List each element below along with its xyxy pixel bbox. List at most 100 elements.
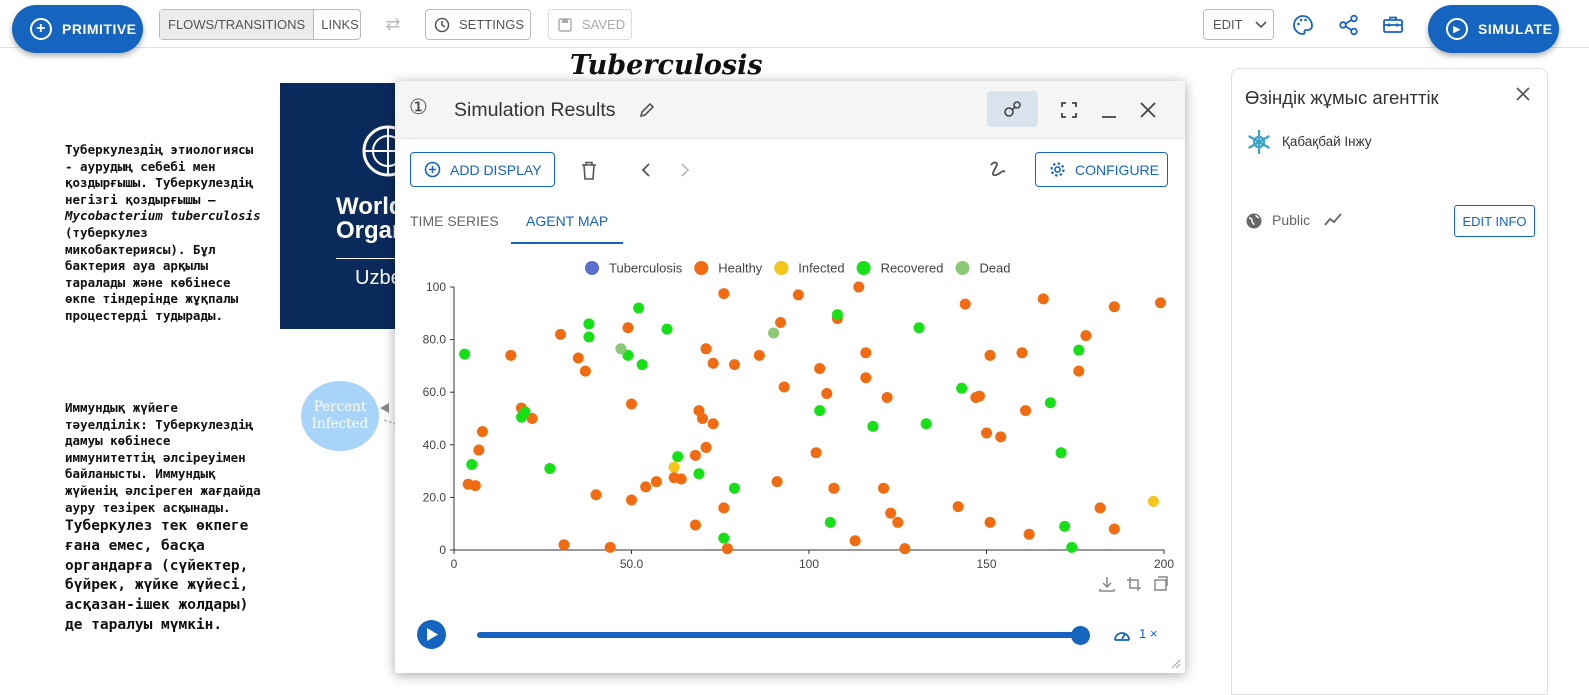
agent-point-healthy[interactable] <box>973 390 985 402</box>
agent-point-healthy[interactable] <box>555 328 566 340</box>
agent-point-recovered[interactable] <box>583 318 595 330</box>
agent-point-recovered[interactable] <box>913 322 925 334</box>
close-icon[interactable] <box>1139 101 1157 119</box>
agent-point-healthy[interactable] <box>1094 502 1106 514</box>
agent-point-recovered[interactable] <box>693 468 705 480</box>
trash-icon[interactable] <box>581 161 597 180</box>
agent-point-healthy[interactable] <box>579 365 591 377</box>
agent-point-healthy[interactable] <box>860 347 872 359</box>
agent-point-healthy[interactable] <box>753 349 765 361</box>
network-toggle-button[interactable] <box>987 91 1038 127</box>
timeline-slider-track[interactable] <box>477 632 1081 638</box>
links-toggle[interactable]: LINKS <box>321 17 359 32</box>
toolbox-icon[interactable] <box>1382 14 1404 36</box>
trend-icon[interactable] <box>1324 213 1342 227</box>
tab-time-series[interactable]: TIME SERIES <box>410 213 499 229</box>
agent-map-chart[interactable]: Tuberculosis Healthy Infected Recovered Dead… <box>395 249 1185 579</box>
agent-point-healthy[interactable] <box>604 541 616 553</box>
agent-point-recovered[interactable] <box>728 482 740 494</box>
agent-point-healthy[interactable] <box>821 388 833 400</box>
tab-agent-map[interactable]: AGENT MAP <box>526 213 609 229</box>
agent-point-recovered[interactable] <box>622 349 634 361</box>
agent-point-healthy[interactable] <box>626 398 637 410</box>
agent-point-healthy[interactable] <box>881 391 893 403</box>
agent-point-recovered[interactable] <box>459 348 471 360</box>
agent-point-healthy[interactable] <box>1016 347 1028 359</box>
agent-point-recovered[interactable] <box>814 405 826 417</box>
agent-point-healthy[interactable] <box>707 357 719 369</box>
etiology-text[interactable]: Туберкулездің этиологиясы - аурудың себе… <box>65 142 265 325</box>
share-icon[interactable] <box>1338 14 1360 36</box>
immunity-text[interactable]: Иммундық жүйеге тәуелділік: Туберкулезді… <box>65 400 261 515</box>
agent-point-healthy[interactable] <box>1080 330 1092 342</box>
agent-point-recovered[interactable] <box>544 462 556 474</box>
agent-point-healthy[interactable] <box>622 322 634 334</box>
play-button[interactable] <box>417 620 446 649</box>
edit-info-button[interactable]: EDIT INFO <box>1454 205 1535 237</box>
legend-label[interactable]: Tuberculosis <box>609 261 683 276</box>
agent-point-healthy[interactable] <box>792 289 804 301</box>
palette-icon[interactable] <box>1292 14 1314 36</box>
scribble-icon[interactable] <box>988 159 1008 181</box>
agent-point-recovered[interactable] <box>1059 520 1071 532</box>
pencil-icon[interactable] <box>638 101 656 119</box>
agent-point-recovered[interactable] <box>1066 541 1078 553</box>
swap-arrows-icon[interactable]: ⇄ <box>385 13 401 34</box>
agent-point-healthy[interactable] <box>697 413 708 424</box>
legend-label[interactable]: Dead <box>979 261 1010 276</box>
agent-point-recovered[interactable] <box>956 382 968 394</box>
agent-point-recovered[interactable] <box>466 459 478 471</box>
agent-point-healthy[interactable] <box>810 447 822 459</box>
crop-icon[interactable] <box>1126 576 1142 592</box>
agent-point-healthy[interactable] <box>473 444 485 456</box>
agent-point-infected[interactable] <box>1147 495 1159 507</box>
minimize-icon[interactable] <box>1100 101 1118 119</box>
simulate-button[interactable]: ▶ SIMULATE <box>1428 5 1559 53</box>
agent-point-healthy[interactable] <box>640 481 652 493</box>
author-name[interactable]: Қабақбай Інжу <box>1282 134 1372 149</box>
legend-label[interactable]: Infected <box>798 261 844 276</box>
agent-point-healthy[interactable] <box>981 427 992 439</box>
agent-point-healthy[interactable] <box>718 288 730 300</box>
agent-point-healthy[interactable] <box>718 502 730 514</box>
agent-point-healthy[interactable] <box>899 543 911 555</box>
agent-point-healthy[interactable] <box>526 413 538 424</box>
timeline-slider-thumb[interactable] <box>1071 626 1090 645</box>
agent-point-healthy[interactable] <box>700 343 712 355</box>
agent-point-recovered[interactable] <box>1073 344 1085 356</box>
saved-button[interactable]: SAVED <box>548 9 632 40</box>
organs-text[interactable]: Туберкулез тек өкпеге ғана емес, басқа о… <box>65 518 249 633</box>
agent-point-healthy[interactable] <box>1108 523 1120 535</box>
agent-point-healthy[interactable] <box>1023 528 1035 540</box>
agent-point-dead[interactable] <box>768 327 779 339</box>
chevron-right-icon[interactable] <box>679 162 691 178</box>
agent-point-recovered[interactable] <box>718 532 730 544</box>
agent-point-recovered[interactable] <box>824 516 836 528</box>
agent-point-healthy[interactable] <box>721 543 733 555</box>
agent-point-healthy[interactable] <box>984 516 996 528</box>
legend-label[interactable]: Healthy <box>718 261 763 276</box>
agent-point-recovered[interactable] <box>519 406 531 418</box>
agent-point-recovered[interactable] <box>867 420 879 432</box>
agent-point-healthy[interactable] <box>1020 405 1032 417</box>
agent-point-healthy[interactable] <box>952 501 964 513</box>
agent-point-healthy[interactable] <box>828 482 840 494</box>
agent-point-recovered[interactable] <box>583 331 595 343</box>
agent-point-healthy[interactable] <box>995 431 1007 443</box>
agent-point-healthy[interactable] <box>778 381 790 393</box>
speedometer-icon[interactable] <box>1113 627 1131 643</box>
settings-button[interactable]: SETTINGS <box>425 9 531 40</box>
flows-transitions-toggle[interactable]: FLOWS/TRANSITIONS <box>160 10 315 39</box>
who-logo-image[interactable]: World Organ Uzbe <box>280 83 400 329</box>
legend-label[interactable]: Recovered <box>881 261 944 276</box>
agent-point-healthy[interactable] <box>771 476 783 488</box>
agent-point-recovered[interactable] <box>661 323 673 335</box>
agent-point-dead[interactable] <box>615 343 627 355</box>
agent-point-healthy[interactable] <box>853 281 865 293</box>
chevron-left-icon[interactable] <box>640 162 652 178</box>
agent-point-healthy[interactable] <box>707 418 719 430</box>
agent-point-healthy[interactable] <box>892 516 904 528</box>
agent-point-recovered[interactable] <box>1055 447 1067 459</box>
fullscreen-icon[interactable] <box>1060 101 1078 119</box>
primitive-button[interactable]: + PRIMITIVE <box>12 5 143 53</box>
